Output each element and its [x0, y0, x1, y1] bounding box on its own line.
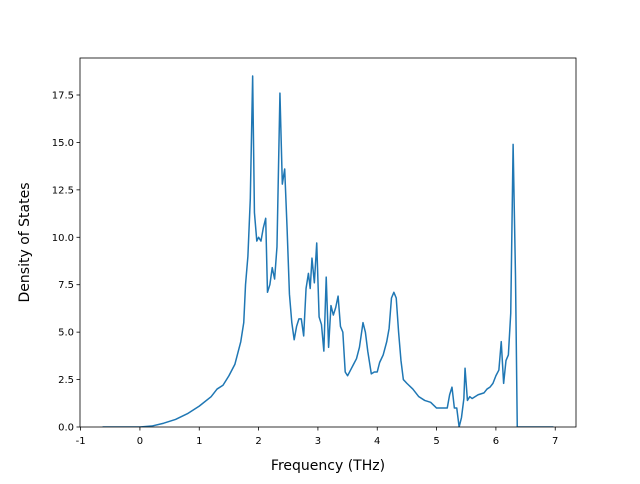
x-tick-label: 2: [255, 436, 261, 447]
x-tick-label: 4: [374, 436, 380, 447]
x-tick-label: 0: [137, 436, 143, 447]
x-tick-label: -1: [76, 436, 86, 447]
x-tick-label: 6: [493, 436, 499, 447]
y-tick-label: 10.0: [52, 233, 74, 244]
y-tick-label: 12.5: [52, 185, 74, 196]
y-tick-label: 15.0: [52, 138, 74, 149]
y-tick-label: 7.5: [58, 280, 74, 291]
x-tick-label: 1: [196, 436, 202, 447]
x-tick-label: 7: [552, 436, 558, 447]
plot-frame: [79, 57, 577, 428]
x-axis-label: Frequency (THz): [271, 458, 385, 474]
y-tick-label: 5.0: [58, 328, 74, 339]
data-line: [102, 75, 554, 427]
x-tick-label: 3: [315, 436, 321, 447]
x-tick-label: 5: [433, 436, 439, 447]
y-tick-label: 0.0: [58, 423, 74, 434]
y-axis-label: Density of States: [17, 183, 33, 303]
y-tick-label: 17.5: [52, 90, 74, 101]
y-tick-label: 2.5: [58, 375, 74, 386]
